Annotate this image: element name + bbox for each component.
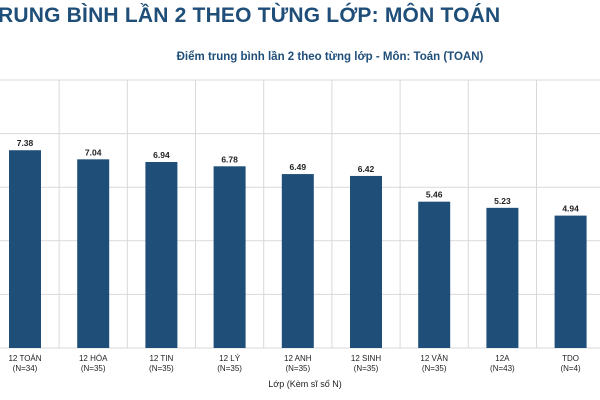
- x-tick-label: 12 HÓA: [79, 354, 108, 363]
- x-tick-count: (N=43): [490, 364, 515, 373]
- x-tick-count: (N=35): [354, 364, 379, 373]
- data-label: 5.46: [426, 190, 443, 200]
- data-label: 7.04: [85, 147, 102, 157]
- x-tick-count: (N=35): [81, 364, 106, 373]
- data-label: 4.94: [562, 204, 579, 214]
- bar: [281, 174, 314, 348]
- bar-layer: [9, 150, 587, 348]
- x-tick-count: (N=35): [422, 364, 447, 373]
- x-tick-label: 12A: [495, 354, 510, 363]
- x-tick-count: (N=34): [13, 364, 38, 373]
- bar: [145, 162, 178, 348]
- bar: [9, 150, 41, 348]
- x-tick-label: 12 SINH: [351, 354, 381, 363]
- x-tick-label: 12 TIN: [149, 354, 173, 363]
- x-tick-count: (N=35): [149, 364, 174, 373]
- bar: [350, 175, 382, 348]
- x-axis-title: Lớp (Kèm sĩ số N): [268, 379, 341, 389]
- bar: [418, 201, 451, 348]
- x-tick-label: 12 VĂN: [420, 354, 448, 363]
- data-label: 5.23: [494, 196, 511, 206]
- x-tick-label: 12 TOÁN: [8, 354, 41, 363]
- bar: [554, 215, 587, 348]
- data-label: 6.78: [221, 154, 238, 164]
- bar: [486, 207, 519, 348]
- data-label: 6.49: [290, 162, 307, 172]
- x-tick-label: TDO: [562, 354, 579, 363]
- x-tick-label: 12 ANH: [284, 354, 312, 363]
- x-tick-label: 12 LÝ: [219, 354, 241, 363]
- page-heading: RUNG BÌNH LẦN 2 THEO TỪNG LỚP: MÔN TOÁN: [0, 4, 501, 27]
- data-label: 6.42: [358, 164, 375, 174]
- chart-title: Điểm trung bình lần 2 theo từng lớp - Mô…: [177, 51, 484, 63]
- data-label: 7.38: [17, 138, 34, 148]
- x-tick-count: (N=35): [285, 364, 310, 373]
- x-tick-count: (N=4): [560, 364, 581, 373]
- bar-chart: Điểm trung bình lần 2 theo từng lớp - Mô…: [0, 51, 600, 389]
- x-tick-count: (N=35): [217, 364, 242, 373]
- bar: [213, 166, 246, 348]
- data-label: 6.94: [153, 150, 170, 160]
- bar: [77, 159, 110, 348]
- chart-container: Điểm trung bình lần 2 theo từng lớp - Mô…: [0, 36, 600, 400]
